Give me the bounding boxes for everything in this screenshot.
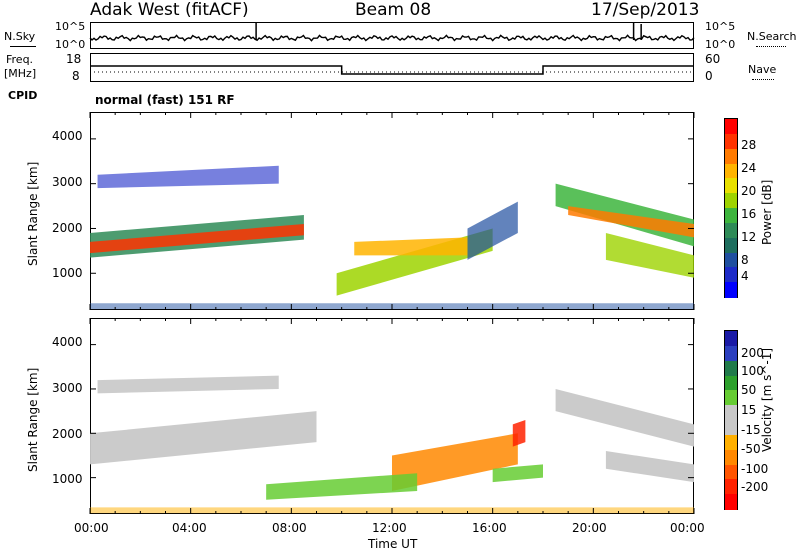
velocity-ytick-2000: 2000 (52, 427, 83, 441)
cpid-label: CPID (8, 89, 38, 102)
colorbar-segment (725, 193, 737, 209)
colorbar-segment (725, 434, 737, 451)
velocity-band-green-late (492, 464, 543, 483)
power-band-rise (467, 201, 518, 260)
xtick-0800: 08:00 (272, 521, 307, 535)
colorbar-segment (725, 267, 737, 284)
colorbar-segment (725, 119, 737, 135)
colorbar-segment (725, 375, 737, 392)
power-cbar-tick-16: 16 (741, 207, 757, 221)
colorbar-segment (725, 237, 737, 254)
power-cbar-tick-28: 28 (741, 138, 757, 152)
power-ytick-4000: 4000 (52, 129, 83, 143)
colorbar-segment (725, 405, 737, 421)
power-ytick-1000: 1000 (52, 266, 83, 280)
colorbar-segment (725, 449, 737, 466)
colorbar-segment (725, 178, 737, 195)
vel-cbar-tick-15: 15 (741, 403, 757, 417)
power-cbar-tick-12: 12 (741, 230, 757, 244)
power-ytick-2000: 2000 (52, 221, 83, 235)
colorbar-segment (725, 252, 737, 269)
velocity-ytick-1000: 1000 (52, 472, 83, 486)
freq-label: Freq. (6, 53, 34, 66)
colorbar-segment (725, 420, 737, 436)
power-cbar-tick-4: 4 (741, 269, 749, 283)
noise-panel (90, 22, 694, 49)
velocity-band-late (555, 388, 694, 447)
freq-unit-label: [MHz] (4, 67, 37, 80)
vel-cbar-tick-m50: -50 (741, 442, 761, 456)
power-colorbar (724, 118, 738, 298)
xtick-1200: 12:00 (372, 521, 407, 535)
freq-panel (90, 53, 694, 82)
cpid-mode: normal (fast) 151 RF (95, 93, 235, 107)
colorbar-segment (725, 360, 737, 377)
velocity-band-orange (392, 433, 518, 491)
colorbar-segment (725, 163, 737, 180)
velocity-band-upper (97, 375, 279, 394)
power-band-upper (97, 165, 279, 189)
nave-tick-bottom: 0 (705, 69, 713, 83)
xtick-2000: 20:00 (572, 521, 607, 535)
power-band-late-core (568, 206, 694, 238)
power-cbar-tick-8: 8 (741, 253, 749, 267)
nave-label: Nave (748, 63, 777, 76)
velocity-band-green (266, 473, 418, 500)
freq-tick-bottom: 8 (72, 69, 80, 83)
colorbar-segment (725, 331, 737, 347)
velocity-ytick-4000: 4000 (52, 335, 83, 349)
station-title: Adak West (fitACF) (90, 0, 249, 20)
velocity-band-main (90, 411, 317, 465)
vel-cbar-tick-200: 200 (741, 346, 764, 360)
power-band-main-core (90, 223, 304, 254)
vel-cbar-tick-m15: -15 (741, 423, 761, 437)
colorbar-segment (725, 479, 737, 496)
noise-search-line (756, 46, 786, 47)
power-ytick-3000: 3000 (52, 175, 83, 189)
colorbar-segment (725, 345, 737, 362)
date-title: 17/Sep/2013 (591, 0, 700, 20)
noise-tick-right-bottom: 10^0 (705, 38, 736, 51)
power-band-late-lower (605, 232, 694, 278)
nave-line (752, 79, 774, 80)
colorbar-segment (725, 222, 737, 239)
xtick-0000: 00:00 (74, 521, 109, 535)
noise-sky-trace (89, 34, 695, 42)
noise-tick-right-top: 10^5 (705, 20, 736, 33)
beam-title: Beam 08 (355, 0, 432, 20)
power-band-mid-core (354, 237, 468, 256)
vel-cbar-tick-100: 100 (741, 364, 764, 378)
nave-tick-top: 60 (705, 52, 721, 66)
noise-sky-line (10, 46, 36, 47)
xtick-0400: 04:00 (172, 521, 207, 535)
freq-trace (90, 65, 694, 75)
noise-tick-left-bottom: 10^0 (55, 38, 86, 51)
noise-tick-left-top: 10^5 (55, 20, 86, 33)
power-cbar-tick-24: 24 (741, 161, 757, 175)
colorbar-segment (725, 282, 737, 298)
xtick-2400: 00:00 (670, 521, 705, 535)
xtick-1600: 16:00 (472, 521, 507, 535)
noise-sky-label: N.Sky (4, 30, 36, 43)
vel-cbar-tick-m100: -100 (741, 462, 769, 476)
colorbar-segment (725, 133, 737, 150)
velocity-band-red (512, 419, 526, 447)
vel-cbar-tick-m200: -200 (741, 480, 769, 494)
xaxis-label: Time UT (368, 537, 418, 551)
velocity-colorbar (724, 330, 738, 510)
colorbar-segment (725, 390, 737, 407)
velocity-band-late-lower (605, 451, 694, 483)
colorbar-segment (725, 148, 737, 165)
noise-search-label: N.Search (747, 30, 797, 43)
power-cbar-tick-20: 20 (741, 184, 757, 198)
colorbar-segment (725, 208, 737, 224)
colorbar-segment (725, 494, 737, 510)
colorbar-segment (725, 464, 737, 481)
vel-cbar-tick-50: 50 (741, 383, 757, 397)
velocity-ytick-3000: 3000 (52, 381, 83, 395)
freq-tick-top: 18 (66, 52, 82, 66)
